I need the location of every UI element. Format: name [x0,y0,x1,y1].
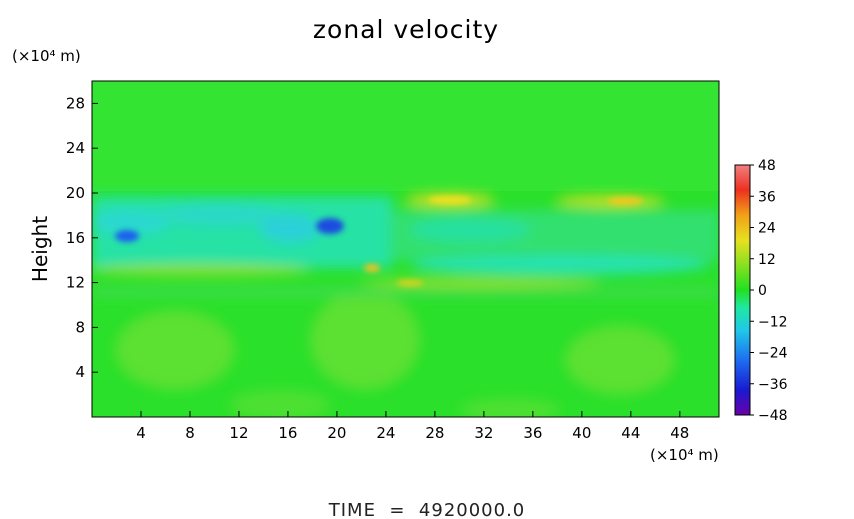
x-tick-label: 8 [185,424,195,442]
colorbar-tick-label: 24 [758,221,776,237]
x-tick-label: 12 [229,424,248,442]
x-axis-unit: (×10⁴ m) [650,446,719,464]
chart-title: zonal velocity [313,15,499,44]
y-axis-label: Height [28,216,52,282]
x-tick-label: 48 [670,424,689,442]
y-tick-label: 28 [66,94,85,112]
y-tick-label: 8 [75,318,85,336]
x-tick-label: 40 [572,424,591,442]
colorbar-tick-label: −48 [758,408,788,424]
heatmap-field [92,81,719,417]
colorbar-tick-label: 12 [758,252,776,268]
x-axis: 4 8 12 16 20 24 28 32 36 40 44 48 [136,411,689,442]
y-tick-label: 24 [66,139,85,157]
colorbar-scale [734,164,751,416]
colorbar: 48 36 24 12 0 −12 −24 −36 −48 [734,158,788,424]
colorbar-tick-label: 36 [758,189,776,205]
y-axis-unit: (×10⁴ m) [12,47,81,65]
x-tick-label: 28 [425,424,444,442]
y-tick-label: 4 [75,363,85,381]
x-tick-label: 16 [278,424,297,442]
colorbar-tick-label: −36 [758,377,788,393]
x-tick-label: 20 [327,424,346,442]
colorbar-tick-label: −12 [758,314,788,330]
colorbar-tick-label: 48 [758,158,776,174]
x-tick-label: 24 [376,424,395,442]
x-tick-label: 32 [474,424,493,442]
y-tick-label: 12 [66,274,85,292]
x-tick-label: 44 [621,424,640,442]
time-label: TIME = 4920000.0 [328,500,526,519]
y-axis: 4 8 12 16 20 24 28 [66,94,98,381]
colorbar-tick-label: −24 [758,346,788,362]
plot-frame [91,80,720,418]
x-tick-label: 4 [136,424,146,442]
colorbar-tick-label: 0 [758,283,767,299]
x-tick-label: 36 [523,424,542,442]
y-tick-label: 20 [66,184,85,202]
y-tick-label: 16 [66,229,85,247]
